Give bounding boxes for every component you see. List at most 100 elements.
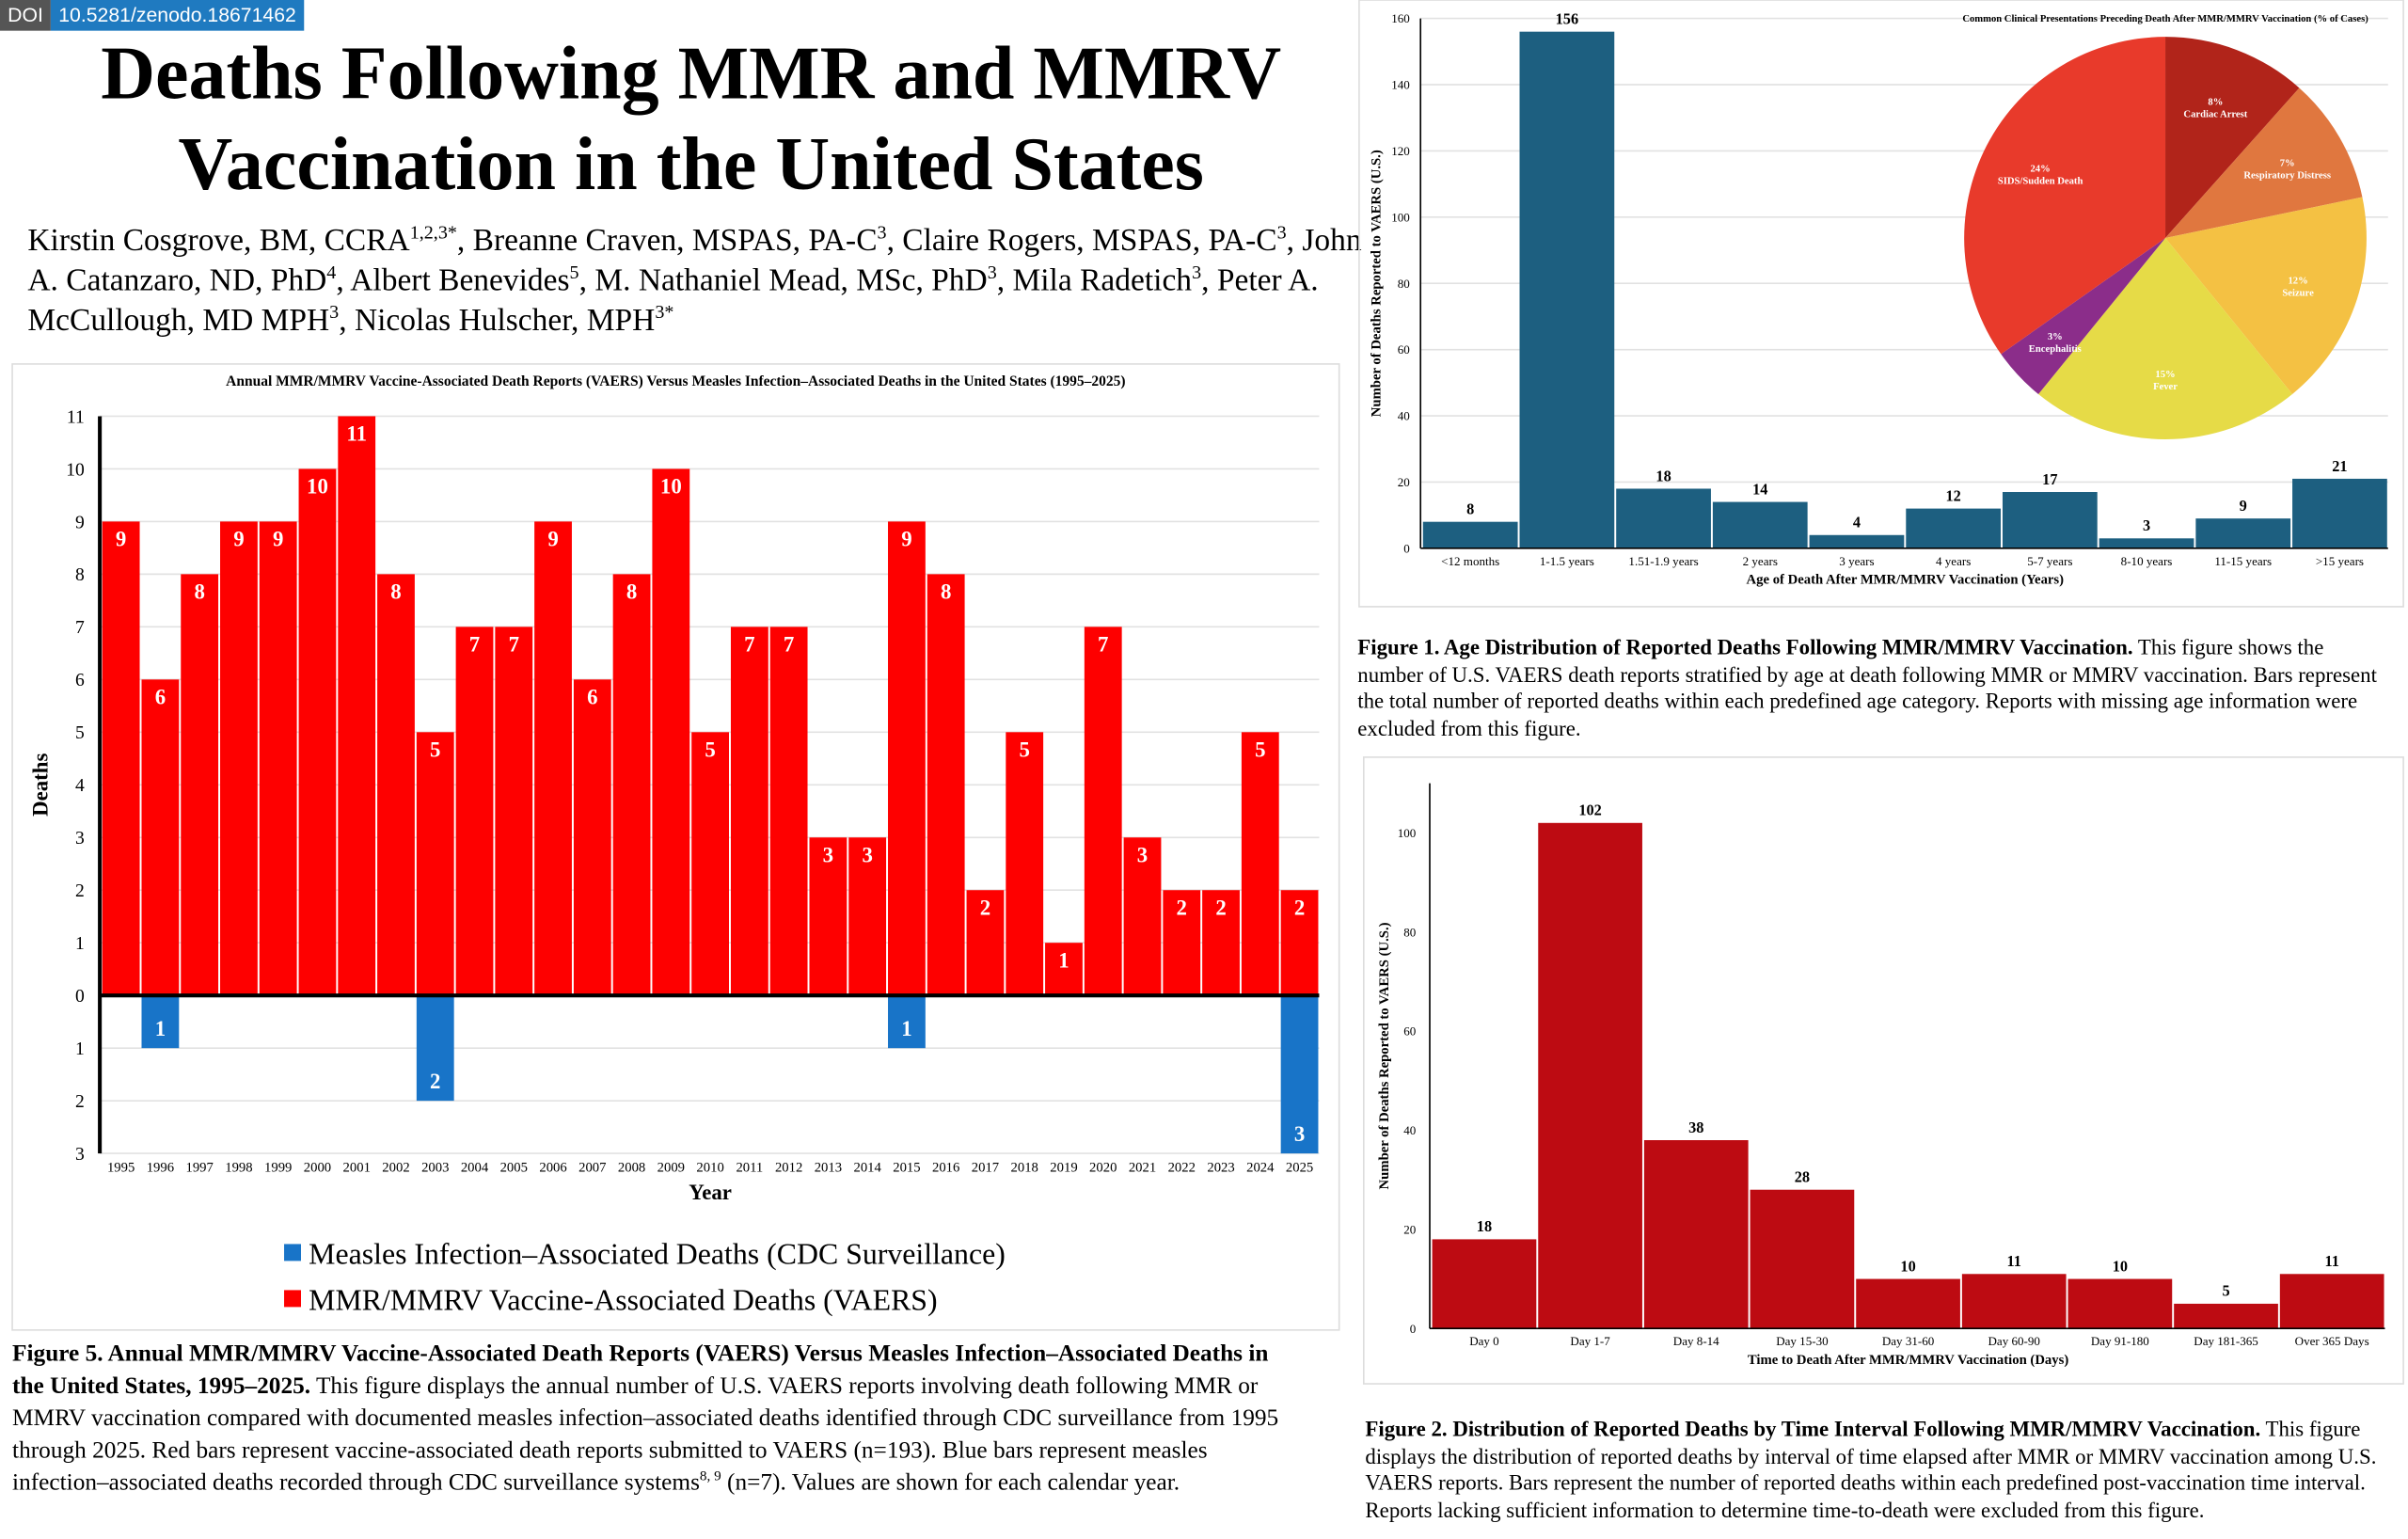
slice-label: Cardiac Arrest — [2183, 110, 2247, 120]
bar — [1045, 943, 1083, 996]
bar — [2002, 492, 2098, 548]
slice-value: 15% — [2155, 370, 2175, 380]
value-label: 17 — [2042, 470, 2057, 488]
bar — [1006, 732, 1044, 996]
bar — [2292, 478, 2387, 548]
value-label: 3 — [862, 843, 872, 866]
y-axis-label: Number of Deaths Reported to VAERS (U.S.… — [1377, 922, 1392, 1189]
value-label: 11 — [2324, 1252, 2338, 1270]
x-tick-label: 2023 — [1207, 1161, 1234, 1176]
affiliation: 4 — [326, 261, 337, 283]
x-tick-label: 2025 — [1286, 1161, 1313, 1176]
bar — [888, 995, 926, 1049]
value-label: 5 — [1020, 738, 1030, 761]
y-tick-label: 140 — [1391, 78, 1410, 92]
y-axis-label: Number of Deaths Reported to VAERS (U.S.… — [1370, 150, 1385, 417]
bar — [455, 627, 494, 996]
caption-lead: Figure 5. Annual MMR/MMRV Vaccine-Associ… — [12, 1341, 1269, 1400]
panel — [11, 363, 1340, 1331]
x-tick-label: Day 181-365 — [2194, 1334, 2258, 1348]
slice-label: Encephalitis — [2029, 344, 2082, 355]
bar — [495, 627, 533, 996]
y-tick-label: 1 — [75, 934, 85, 954]
chart-title: Annual MMR/MMRV Vaccine-Associated Death… — [226, 373, 1125, 389]
caption-tail: (n=7). Values are shown for each calenda… — [721, 1469, 1180, 1497]
y-tick-label: 40 — [1398, 409, 1411, 423]
x-tick-label: Over 365 Days — [2295, 1334, 2369, 1348]
value-label: 8 — [941, 580, 951, 604]
legend-label: Measles Infection–Associated Deaths (CDC… — [309, 1238, 1006, 1271]
value-label: 6 — [587, 685, 597, 708]
author: Kirstin Cosgrove, BM, CCRA1,2,3* — [27, 223, 472, 259]
affiliation: 5 — [569, 261, 579, 283]
x-tick-label: <12 months — [1441, 554, 1499, 568]
value-label: 11 — [2007, 1252, 2021, 1270]
bar — [2279, 1274, 2384, 1329]
bar — [1906, 508, 2002, 548]
x-tick-label: 1.51-1.9 years — [1628, 554, 1698, 568]
author-name: Kirstin Cosgrove, BM, CCRA — [27, 224, 410, 259]
caption-ref: 8, 9 — [699, 1469, 721, 1485]
x-tick-label: 2007 — [578, 1161, 606, 1176]
author-name: Albert Benevides — [350, 263, 570, 298]
x-axis-label: Year — [689, 1181, 732, 1204]
y-tick-label: 20 — [1403, 1222, 1417, 1236]
legend-swatch — [284, 1244, 301, 1261]
legend-label: MMR/MMRV Vaccine-Associated Deaths (VAER… — [309, 1284, 937, 1317]
pie-slice — [2001, 238, 2166, 394]
bar — [888, 521, 926, 996]
x-tick-label: 2001 — [343, 1161, 371, 1176]
affiliation: 3 — [1192, 261, 1202, 283]
slice-label: SIDS/Sudden Death — [1998, 177, 2083, 187]
value-label: 6 — [155, 685, 166, 708]
value-label: 7 — [784, 632, 794, 656]
bar — [1422, 521, 1518, 548]
x-tick-label: 11-15 years — [2214, 554, 2272, 568]
chart-title: Common Clinical Presentations Preceding … — [1962, 14, 2368, 24]
slice-value: 7% — [2280, 159, 2295, 169]
bar — [1809, 534, 1905, 548]
x-tick-label: 8-10 years — [2121, 554, 2173, 568]
bar — [1280, 890, 1319, 996]
bar — [416, 995, 454, 1102]
value-label: 1 — [1058, 948, 1069, 972]
value-label: 8 — [1466, 500, 1474, 518]
x-tick-label: 1997 — [185, 1161, 213, 1176]
value-label: 1 — [901, 1017, 911, 1040]
value-label: 2 — [1294, 896, 1305, 919]
bar — [1280, 995, 1319, 1154]
author: Albert Benevides5 — [350, 261, 594, 298]
y-tick-label: 0 — [1410, 1322, 1417, 1336]
x-tick-label: 2008 — [618, 1161, 645, 1176]
bar — [338, 416, 376, 996]
bar — [1202, 890, 1240, 996]
slice-value: 12% — [2288, 277, 2307, 287]
value-label: 5 — [2222, 1282, 2229, 1300]
x-tick-label: 2022 — [1168, 1161, 1196, 1176]
author-name: Nicolas Hulscher, MPH — [354, 304, 656, 339]
slice-value: 3% — [2048, 332, 2063, 342]
x-tick-label: 1999 — [264, 1161, 292, 1176]
x-tick-label: Day 15-30 — [1776, 1334, 1829, 1348]
bar — [2174, 1303, 2278, 1329]
bar — [769, 627, 808, 996]
y-tick-label: 0 — [1403, 541, 1410, 555]
x-tick-label: Day 91-180 — [2091, 1334, 2149, 1348]
bar — [691, 732, 730, 996]
x-tick-label: 2003 — [421, 1161, 449, 1176]
author-name: Peter A. McCullough, MD MPH — [27, 263, 1319, 339]
bar — [1616, 488, 1711, 548]
value-label: 7 — [1098, 632, 1108, 656]
caption-lead: Figure 1. Age Distribution of Reported D… — [1357, 637, 2133, 661]
x-tick-label: 2 years — [1743, 554, 1778, 568]
bar — [1643, 1140, 1749, 1329]
bar — [534, 521, 572, 996]
x-tick-label: 1-1.5 years — [1540, 554, 1594, 568]
x-tick-label: 2012 — [775, 1161, 802, 1176]
y-tick-label: 7 — [75, 618, 85, 638]
value-label: 2 — [980, 896, 990, 919]
bar — [730, 627, 768, 996]
value-label: 3 — [823, 843, 833, 866]
affiliation: 3 — [329, 301, 340, 324]
